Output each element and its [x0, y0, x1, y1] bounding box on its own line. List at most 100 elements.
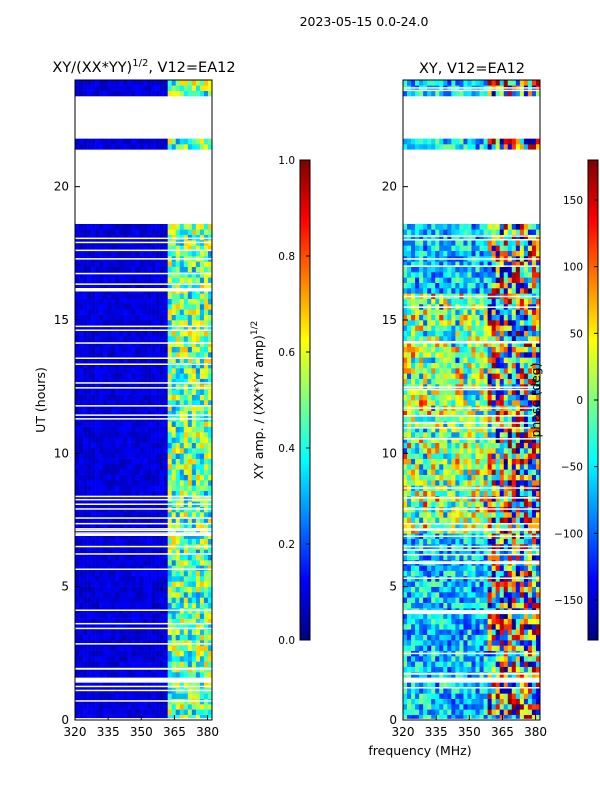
heatmap-cell [423, 709, 428, 715]
heatmap-cell [187, 624, 193, 630]
heatmap-cell [99, 624, 104, 630]
heatmap-cell [527, 597, 533, 603]
heatmap-cell [419, 464, 424, 470]
heatmap-cell [139, 597, 144, 603]
heatmap-cell [139, 400, 144, 406]
heatmap-cell [503, 629, 509, 635]
heatmap-cell [171, 469, 177, 475]
heatmap-cell [535, 624, 541, 630]
heatmap-cell [427, 624, 432, 630]
heatmap-cell [183, 576, 189, 582]
heatmap-cell [99, 533, 104, 539]
heatmap-cell [207, 682, 213, 689]
heatmap-cell [183, 464, 189, 470]
heatmap-cell [79, 714, 84, 721]
heatmap-cell [191, 549, 197, 555]
heatmap-cell [79, 624, 84, 630]
heatmap-cell [479, 496, 484, 502]
heatmap-cell [207, 346, 213, 353]
data-gap-line [75, 325, 212, 328]
heatmap-cell [203, 330, 209, 337]
heatmap-cell [415, 458, 420, 465]
heatmap-cell [403, 624, 408, 630]
heatmap-cell [527, 469, 533, 475]
heatmap-cell [515, 592, 521, 598]
heatmap-cell [75, 384, 80, 390]
heatmap-cell [523, 613, 529, 619]
heatmap-cell [115, 485, 120, 491]
heatmap-cell [419, 581, 424, 587]
heatmap-cell [135, 421, 140, 427]
heatmap-cell [491, 618, 496, 625]
heatmap-cell [79, 90, 84, 97]
heatmap-cell [87, 341, 92, 347]
heatmap-cell [83, 362, 88, 369]
heatmap-cell [163, 485, 168, 491]
heatmap-cell [123, 549, 128, 555]
heatmap-cell [511, 512, 517, 518]
heatmap-cell [107, 410, 112, 417]
heatmap-cell [159, 357, 164, 363]
heatmap-cell [179, 309, 185, 315]
heatmap-cell [423, 554, 428, 561]
heatmap-cell [175, 629, 181, 635]
heatmap-cell [143, 581, 148, 587]
heatmap-cell [107, 250, 112, 257]
heatmap-cell [99, 437, 104, 443]
heatmap-cell [407, 656, 412, 662]
heatmap-cell [147, 245, 152, 251]
heatmap-cell [87, 704, 92, 710]
heatmap-cell [99, 85, 104, 91]
heatmap-cell [75, 400, 80, 406]
heatmap-cell [455, 661, 460, 667]
heatmap-cell [447, 469, 452, 475]
heatmap-cell [143, 597, 148, 603]
heatmap-cell [419, 496, 424, 502]
heatmap-cell [163, 330, 168, 337]
heatmap-cell [191, 714, 197, 721]
heatmap-cell [515, 480, 521, 486]
heatmap-cell [175, 336, 181, 342]
heatmap-cell [519, 512, 525, 518]
heatmap-cell [163, 682, 168, 689]
heatmap-cell [203, 90, 209, 97]
heatmap-cell [439, 693, 444, 699]
heatmap-cell [451, 597, 456, 603]
heatmap-cell [107, 341, 112, 347]
heatmap-cell [159, 592, 164, 598]
heatmap-cell [459, 666, 464, 673]
heatmap-cell [475, 597, 480, 603]
heatmap-cell [435, 624, 440, 630]
heatmap-cell [131, 298, 136, 305]
heatmap-cell [491, 666, 496, 673]
heatmap-cell [127, 229, 132, 235]
heatmap-cell [75, 90, 80, 97]
heatmap-cell [203, 624, 209, 630]
heatmap-cell [207, 320, 213, 326]
heatmap-cell [515, 618, 521, 625]
heatmap-cell [107, 672, 112, 678]
heatmap-cell [199, 709, 205, 715]
heatmap-cell [111, 650, 116, 657]
heatmap-cell [435, 704, 440, 710]
heatmap-cell [87, 421, 92, 427]
heatmap-cell [139, 672, 144, 678]
heatmap-cell [115, 570, 120, 577]
heatmap-cell [123, 298, 128, 305]
heatmap-cell [107, 490, 112, 497]
heatmap-cell [111, 426, 116, 433]
heatmap-cell [119, 586, 124, 593]
heatmap-cell [163, 490, 168, 497]
heatmap-cell [151, 421, 156, 427]
heatmap-cell [207, 672, 213, 678]
heatmap-cell [127, 405, 132, 411]
heatmap-cell [155, 597, 160, 603]
heatmap-cell [75, 373, 80, 379]
heatmap-cell [203, 464, 209, 470]
heatmap-cell [455, 512, 460, 518]
heatmap-cell [535, 714, 541, 721]
heatmap-cell [119, 634, 124, 641]
heatmap-cell [503, 618, 509, 625]
heatmap-cell [175, 384, 181, 390]
heatmap-cell [207, 517, 213, 523]
